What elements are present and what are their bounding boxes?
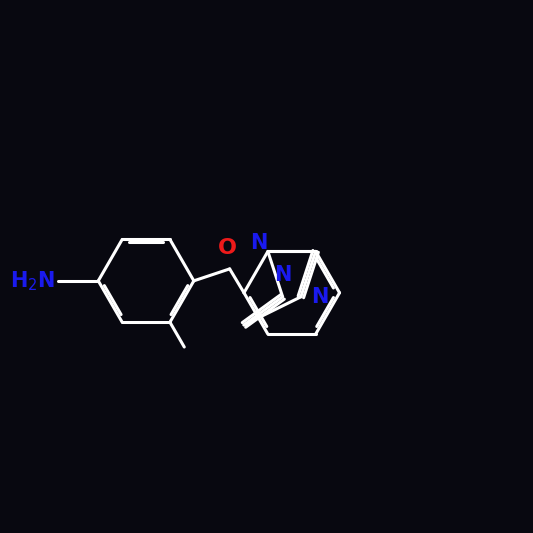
Text: N: N [251, 233, 268, 253]
Text: H$_2$N: H$_2$N [10, 269, 55, 293]
Text: O: O [218, 238, 237, 259]
Text: N: N [311, 287, 329, 307]
Text: N: N [274, 265, 292, 285]
